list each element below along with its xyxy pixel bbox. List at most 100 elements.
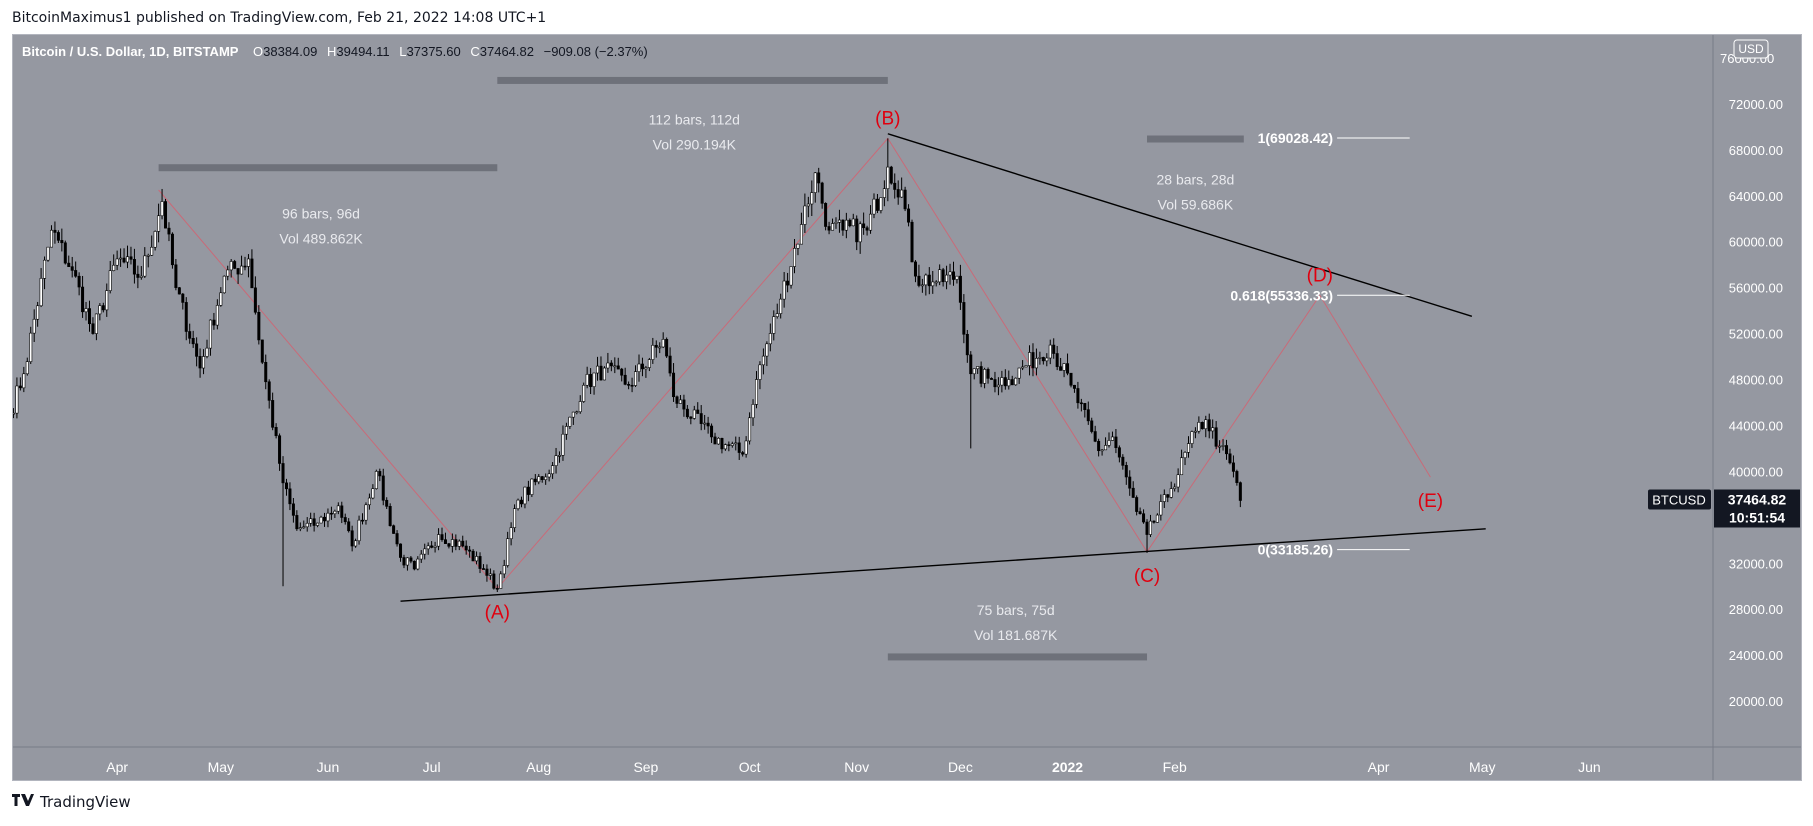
candle-body — [1028, 352, 1032, 366]
tradingview-brand[interactable]: TradingView — [12, 793, 131, 811]
y-tick-label: 48000.00 — [1729, 373, 1783, 388]
candle-body — [378, 471, 382, 477]
candle-body — [651, 344, 655, 360]
price-chart[interactable]: 96 bars, 96d Vol 489.862K 112 bars, 112d Vo… — [13, 35, 1801, 780]
candle-body — [170, 233, 174, 266]
candle-body — [699, 413, 703, 424]
candle-body — [464, 545, 468, 551]
candle-body — [862, 223, 866, 229]
candle-body — [419, 553, 423, 560]
candle-body — [786, 280, 790, 286]
candle-body — [70, 266, 74, 271]
candle-body — [260, 339, 264, 363]
candle-body — [1214, 427, 1218, 447]
candle-body — [347, 521, 351, 532]
candle-body — [101, 305, 105, 311]
y-tick-label: 72000.00 — [1729, 97, 1783, 112]
y-tick-label: 64000.00 — [1729, 189, 1783, 204]
candle-body — [1110, 436, 1114, 441]
measure-nov-jan-bars: 75 bars, 75d — [977, 602, 1055, 618]
x-tick-label: Feb — [1163, 759, 1187, 775]
candle-body — [879, 197, 883, 211]
candle-body — [1114, 436, 1118, 448]
candle-body — [824, 203, 828, 227]
candle-body — [609, 362, 613, 367]
candle-body — [865, 227, 869, 231]
candle-body — [253, 287, 257, 313]
candle-body — [385, 499, 389, 507]
currency-badge[interactable]: USD — [1733, 39, 1769, 59]
candle-body — [336, 505, 340, 512]
candle-body — [1093, 431, 1097, 442]
y-tick-label: 68000.00 — [1729, 143, 1783, 158]
candle-body — [1166, 494, 1170, 498]
candle-body — [1235, 471, 1239, 483]
candle-body — [233, 261, 237, 269]
candle-body — [813, 172, 817, 193]
candle-body — [993, 379, 997, 388]
candle-body — [212, 319, 216, 326]
candle-body — [682, 399, 686, 410]
candle-body — [1221, 445, 1225, 447]
candle-body — [181, 293, 185, 303]
candle-body — [955, 275, 959, 280]
candle-body — [215, 305, 219, 326]
y-tick-label: 60000.00 — [1729, 235, 1783, 250]
candle-body — [329, 512, 333, 515]
candle-body — [219, 292, 223, 306]
candle-body — [150, 246, 154, 256]
candle-body — [236, 268, 240, 275]
price-axis[interactable] — [1713, 35, 1801, 747]
candle-body — [506, 538, 510, 566]
trendline-lower-support — [400, 528, 1486, 602]
candle-body — [354, 540, 358, 547]
candle-body — [903, 189, 907, 210]
candle-body — [25, 361, 29, 375]
plot-area[interactable] — [13, 35, 1713, 747]
candle-body — [630, 384, 634, 387]
candle-body — [748, 417, 752, 442]
candle-body — [754, 379, 758, 405]
candle-body — [160, 201, 164, 217]
currency-badge-label: USD — [1738, 42, 1764, 56]
candle-body — [713, 436, 717, 445]
candle-body — [730, 443, 734, 446]
candle-body — [965, 333, 969, 356]
candle-body — [322, 516, 326, 522]
x-tick-label: Nov — [844, 759, 869, 775]
candle-body — [765, 343, 769, 357]
candle-body — [692, 409, 696, 419]
candle-body — [661, 339, 665, 348]
chart-frame[interactable]: 96 bars, 96d Vol 489.862K 112 bars, 112d Vo… — [12, 34, 1802, 781]
x-tick-label: Sep — [633, 759, 658, 775]
candle-body — [962, 302, 966, 335]
symbol-tag: BTCUSD — [1652, 493, 1705, 508]
candle-body — [1228, 453, 1232, 464]
measure-apr-jul-vol: Vol 489.862K — [279, 231, 363, 247]
candle-body — [1186, 443, 1190, 453]
candle-body — [1197, 422, 1201, 432]
time-axis[interactable] — [13, 747, 1801, 780]
candle-body — [616, 365, 620, 370]
candle-body — [108, 270, 112, 291]
candle-body — [63, 242, 67, 264]
wave-label-d: (D) — [1307, 265, 1333, 286]
candle-body — [1069, 372, 1073, 386]
candle-body — [1014, 377, 1018, 386]
candle-body — [910, 221, 914, 263]
candle-body — [264, 361, 268, 383]
candle-body — [882, 188, 886, 198]
candle-body — [488, 573, 492, 576]
last-price-tag[interactable]: BTCUSD 37464.82 10:51:54 — [1648, 489, 1800, 528]
candle-body — [972, 368, 976, 375]
candle-body — [927, 274, 931, 287]
candle-body — [723, 444, 727, 450]
candle-body — [450, 539, 454, 547]
candle-body — [433, 545, 437, 548]
candle-body — [1107, 440, 1111, 446]
candle-body — [22, 373, 26, 389]
candle-body — [1121, 456, 1125, 466]
candle-body — [727, 444, 731, 446]
candle-body — [837, 219, 841, 223]
candle-body — [1180, 457, 1184, 476]
